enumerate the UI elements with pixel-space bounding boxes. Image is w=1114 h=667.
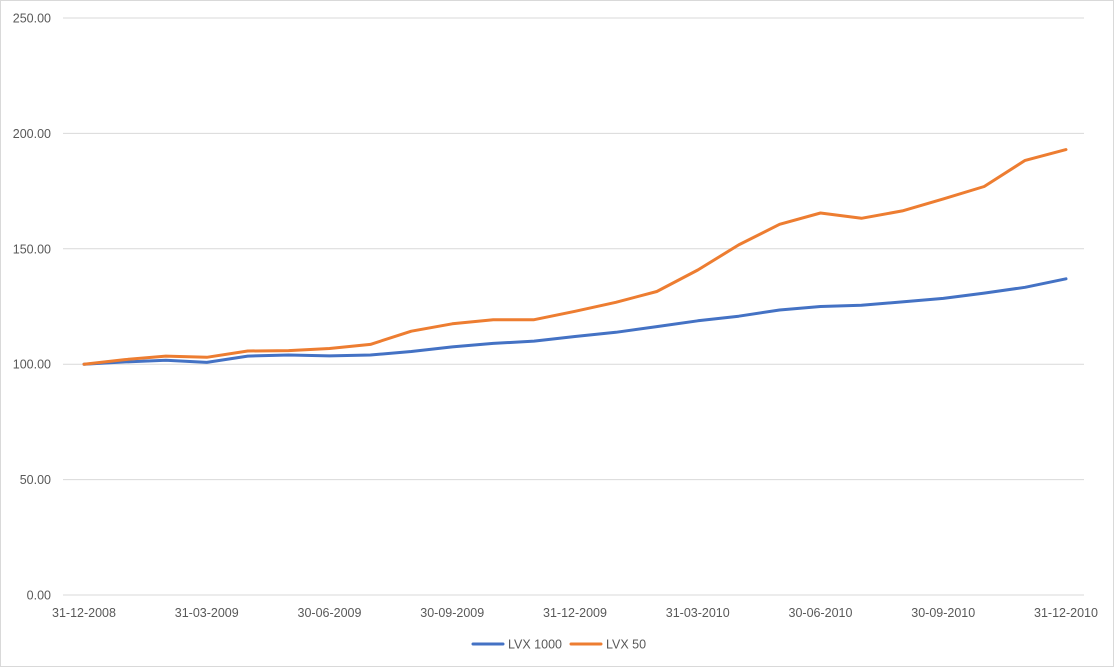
series-line-lvx-1000 <box>82 277 1068 366</box>
y-tick-label: 50.00 <box>20 473 51 487</box>
x-tick-label: 30-09-2010 <box>911 606 975 620</box>
series-line-lvx-50 <box>82 148 1068 366</box>
x-tick-label: 30-09-2009 <box>420 606 484 620</box>
legend-label: LVX 1000 <box>508 638 562 652</box>
x-tick-label: 31-03-2010 <box>666 606 730 620</box>
y-axis-tick-labels: 0.00 50.00 100.00 150.00 200.00 250.00 <box>13 12 51 603</box>
y-tick-label: 0.00 <box>27 589 51 603</box>
y-tick-label: 250.00 <box>13 12 51 26</box>
x-tick-label: 30-06-2010 <box>789 606 853 620</box>
x-tick-label: 31-12-2009 <box>543 606 607 620</box>
legend: LVX 1000 LVX 50 <box>471 638 646 652</box>
x-axis-tick-labels: 31-12-2008 31-03-2009 30-06-2009 30-09-2009… <box>52 606 1098 620</box>
series-lines <box>82 148 1068 366</box>
y-tick-label: 100.00 <box>13 358 51 372</box>
x-tick-label: 31-12-2010 <box>1034 606 1098 620</box>
y-tick-label: 200.00 <box>13 127 51 141</box>
x-tick-label: 31-12-2008 <box>52 606 116 620</box>
x-tick-label: 31-03-2009 <box>175 606 239 620</box>
y-tick-label: 150.00 <box>13 242 51 256</box>
legend-label: LVX 50 <box>606 638 646 652</box>
gridlines <box>63 17 1084 596</box>
x-tick-label: 30-06-2009 <box>298 606 362 620</box>
